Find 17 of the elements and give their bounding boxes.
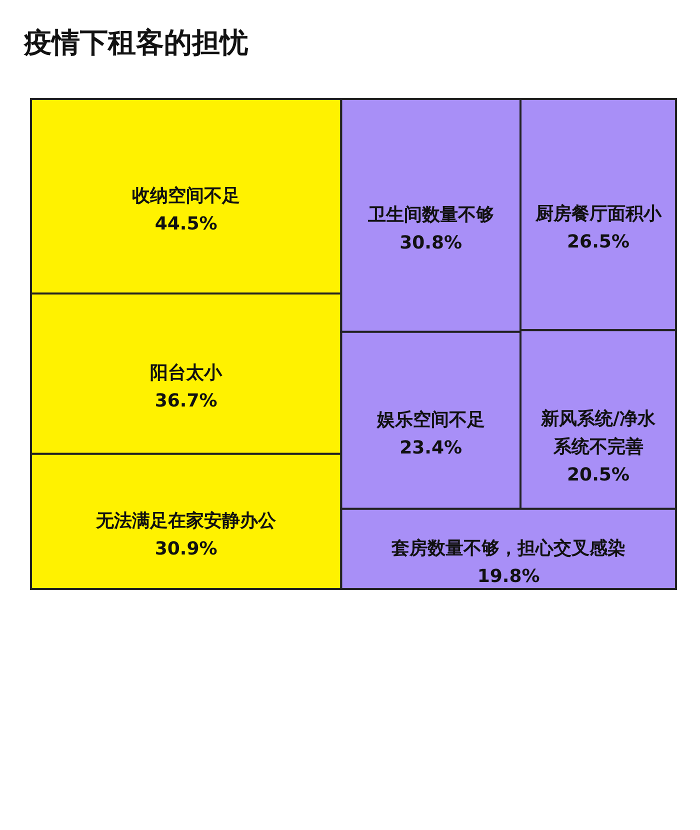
data-label: 30.9% [154, 538, 218, 560]
data-label: 20.5% [567, 464, 630, 486]
data-label: 26.5% [567, 232, 630, 253]
data-label: 19.8% [477, 566, 540, 587]
category-label: 套房数量不够，担心交叉感染 [390, 538, 626, 559]
data-label: 30.8% [400, 232, 462, 254]
category-label: 无法满足在家安静办公 [95, 510, 278, 532]
category-label: 阳台太小 [150, 362, 224, 384]
data-label: 23.4% [400, 437, 462, 458]
data-label: 44.5% [154, 213, 218, 234]
category-label: 新风系统/净水系统不完善 [540, 408, 657, 458]
category-label: 卫生间数量不够 [366, 204, 494, 226]
data-label: 36.7% [154, 390, 218, 412]
category-label: 收纳空间不足 [132, 185, 240, 206]
category-label: 厨房餐厅面积小 [534, 204, 662, 225]
category-label: 娱乐空间不足 [376, 409, 485, 430]
text: 疫情下租客的担忧 [23, 26, 249, 59]
